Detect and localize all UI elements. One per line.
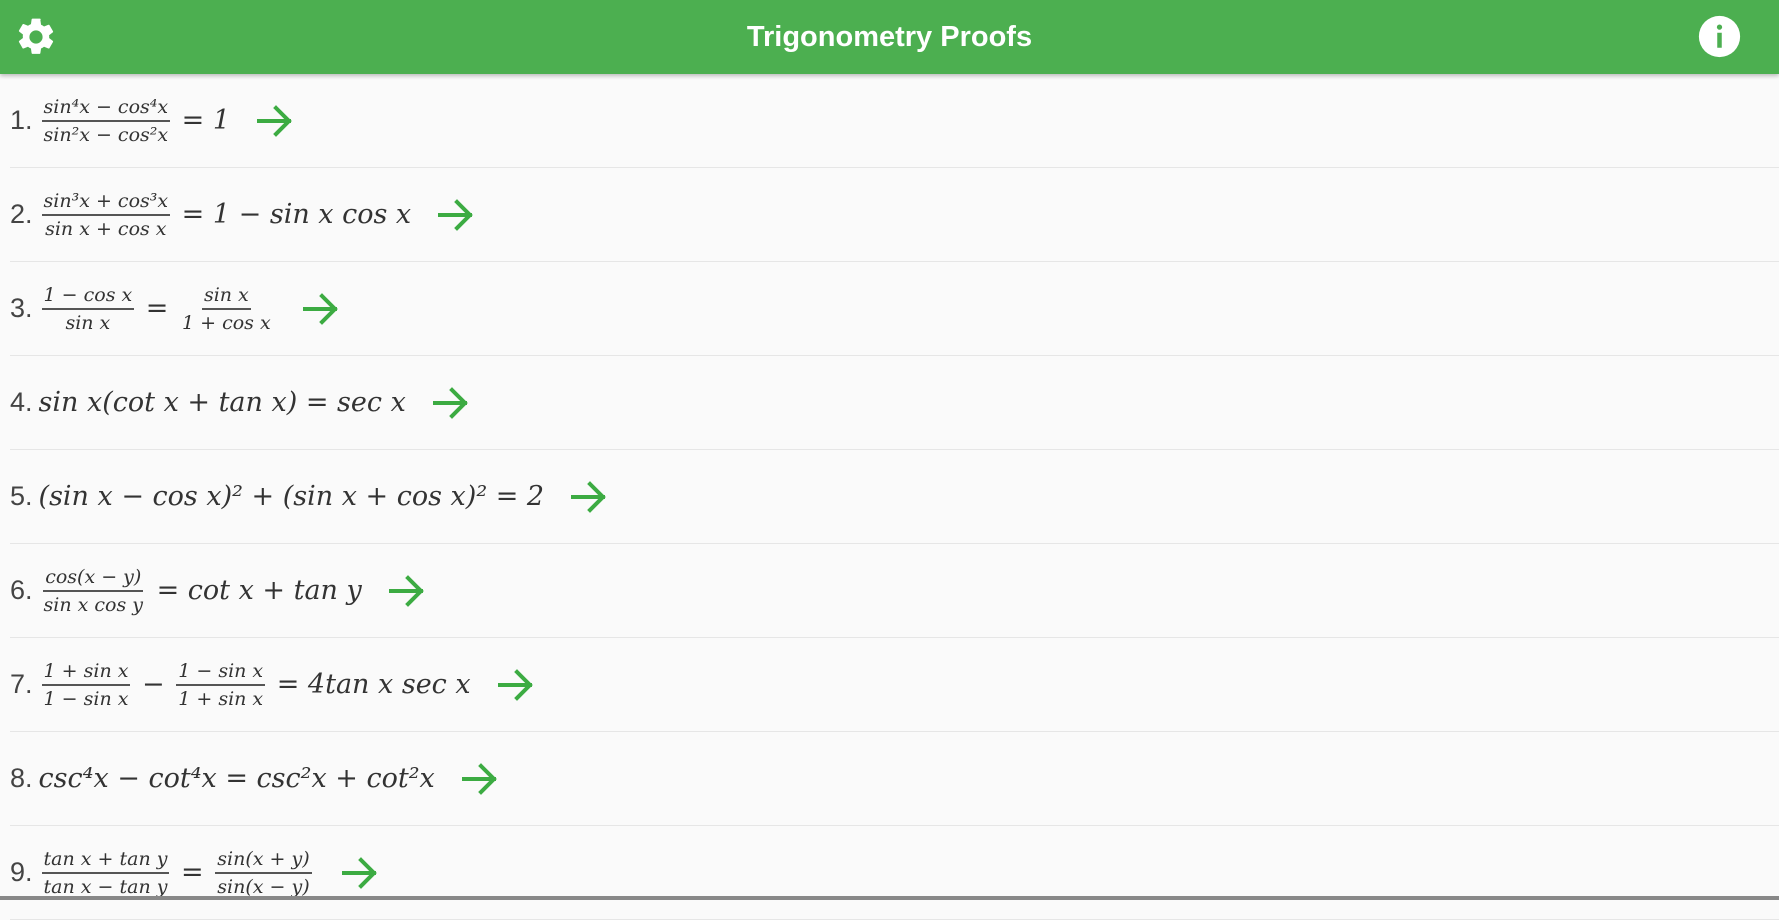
info-icon[interactable] (1697, 14, 1742, 59)
numerator: sin⁴x − cos⁴x (41, 96, 171, 122)
proof-number: 8. (10, 763, 33, 793)
proof-list: 1. sin⁴x − cos⁴x sin²x − cos²x = 1 2. sin³x … (0, 74, 1779, 920)
formula-text: = cot x + tan y (148, 575, 362, 606)
proof-number: 3. (10, 293, 33, 323)
proof-formula: cos(x − y) sin x cos y = cot x + tan y (39, 566, 362, 616)
proof-number: 4. (10, 387, 33, 417)
denominator: sin²x − cos²x (43, 123, 169, 146)
arrow-right-icon[interactable] (437, 198, 475, 232)
page-title: Trigonometry Proofs (746, 21, 1033, 53)
arrow-right-icon[interactable] (341, 856, 379, 890)
proof-row[interactable]: 1. sin⁴x − cos⁴x sin²x − cos²x = 1 (10, 74, 1779, 168)
bottom-edge (0, 896, 1779, 900)
proof-formula: sin³x + cos³x sin x + cos x = 1 − sin x c… (39, 190, 412, 240)
proof-number: 9. (10, 857, 33, 887)
proof-number: 6. (10, 575, 33, 605)
proof-row[interactable]: 2. sin³x + cos³x sin x + cos x = 1 − sin x… (10, 168, 1779, 262)
numerator: 1 + sin x (41, 660, 131, 686)
arrow-right-icon[interactable] (570, 480, 608, 514)
arrow-right-icon[interactable] (497, 668, 535, 702)
denominator: 1 + cos x (182, 311, 271, 334)
arrow-right-icon[interactable] (388, 574, 426, 608)
proof-number: 2. (10, 199, 33, 229)
formula-text: (sin x − cos x)² + (sin x + cos x)² = 2 (38, 481, 545, 512)
denominator: tan x − tan y (43, 875, 168, 898)
proof-row[interactable]: 6. cos(x − y) sin x cos y = cot x + tan y (10, 544, 1779, 638)
numerator: sin³x + cos³x (41, 190, 171, 216)
proof-number: 5. (10, 481, 33, 511)
formula-text: = 1 − sin x cos x (173, 199, 412, 230)
formula-text: = (137, 293, 178, 324)
proof-formula: sin x(cot x + tan x) = sec x (39, 387, 406, 418)
proof-row[interactable]: 4. sin x(cot x + tan x) = sec x (10, 356, 1779, 450)
numerator: sin(x + y) (215, 848, 312, 874)
denominator: sin x (65, 311, 111, 334)
gear-icon[interactable] (14, 15, 58, 59)
fraction: sin³x + cos³x sin x + cos x (41, 190, 171, 240)
arrow-right-icon[interactable] (432, 386, 470, 420)
numerator: tan x + tan y (41, 848, 170, 874)
proof-row[interactable]: 9. tan x + tan y tan x − tan y = sin(x + y… (10, 826, 1779, 920)
formula-text: = 4tan x sec x (268, 669, 471, 700)
proof-row[interactable]: 5. (sin x − cos x)² + (sin x + cos x)² = … (10, 450, 1779, 544)
fraction: tan x + tan y tan x − tan y (41, 848, 170, 898)
proof-formula: tan x + tan y tan x − tan y = sin(x + y) s… (39, 848, 315, 898)
formula-text: csc⁴x − cot⁴x = csc²x + cot²x (38, 763, 435, 794)
fraction: 1 − cos x sin x (41, 284, 135, 334)
formula-text: sin x(cot x + tan x) = sec x (38, 387, 406, 418)
proof-formula: sin⁴x − cos⁴x sin²x − cos²x = 1 (39, 96, 231, 146)
proof-formula: csc⁴x − cot⁴x = csc²x + cot²x (39, 763, 435, 794)
arrow-right-icon[interactable] (461, 762, 499, 796)
denominator: sin x cos y (43, 593, 143, 616)
formula-text: = 1 (173, 105, 231, 136)
denominator: sin x + cos x (45, 217, 167, 240)
proof-number: 1. (10, 105, 33, 135)
denominator: sin(x − y) (217, 875, 310, 898)
arrow-right-icon[interactable] (302, 292, 340, 326)
proof-number: 7. (10, 669, 33, 699)
app-bar: Trigonometry Proofs (0, 0, 1779, 74)
numerator: 1 − cos x (41, 284, 135, 310)
fraction: sin(x + y) sin(x − y) (215, 848, 312, 898)
arrow-right-icon[interactable] (256, 104, 294, 138)
fraction: sin⁴x − cos⁴x sin²x − cos²x (41, 96, 171, 146)
numerator: 1 − sin x (176, 660, 266, 686)
denominator: 1 + sin x (178, 687, 264, 710)
numerator: sin x (201, 284, 251, 310)
proof-formula: (sin x − cos x)² + (sin x + cos x)² = 2 (39, 481, 545, 512)
denominator: 1 − sin x (43, 687, 129, 710)
formula-text: − (133, 669, 174, 700)
formula-text: = (172, 857, 213, 888)
proof-row[interactable]: 8. csc⁴x − cot⁴x = csc²x + cot²x (10, 732, 1779, 826)
numerator: cos(x − y) (43, 566, 144, 592)
fraction: cos(x − y) sin x cos y (42, 566, 145, 616)
